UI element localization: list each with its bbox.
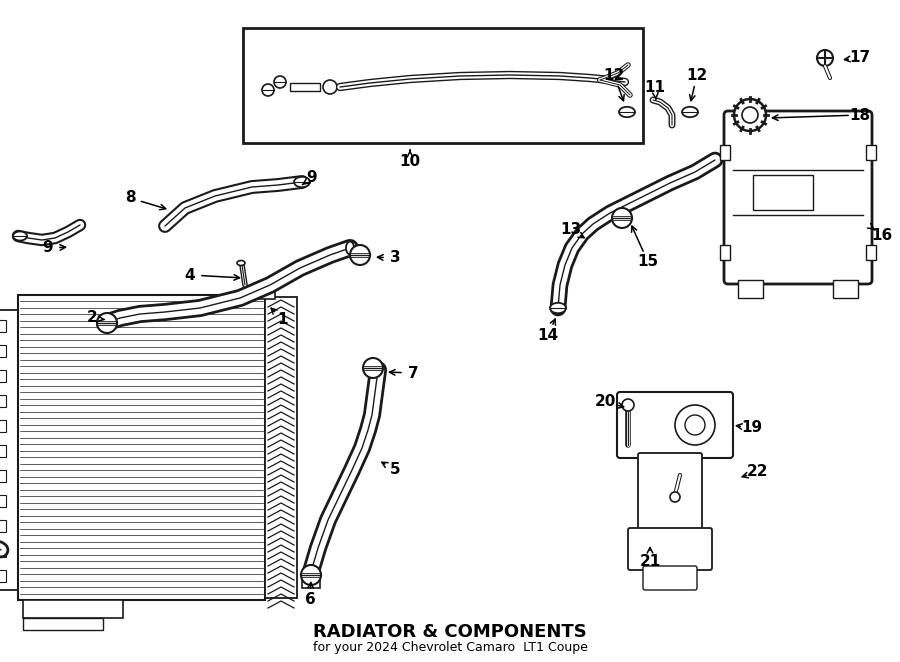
Bar <box>0 310 18 590</box>
Text: for your 2024 Chevrolet Camaro  LT1 Coupe: for your 2024 Chevrolet Camaro LT1 Coupe <box>312 641 588 655</box>
Circle shape <box>685 415 705 435</box>
Text: 9: 9 <box>307 171 318 185</box>
Text: RADIATOR & COMPONENTS: RADIATOR & COMPONENTS <box>313 623 587 641</box>
Bar <box>243 28 643 143</box>
Ellipse shape <box>13 232 27 240</box>
Text: 21: 21 <box>639 555 661 569</box>
Circle shape <box>622 399 634 411</box>
Circle shape <box>675 405 715 445</box>
Circle shape <box>323 80 337 94</box>
Text: 16: 16 <box>871 228 893 242</box>
Text: 4: 4 <box>184 267 195 283</box>
Text: 3: 3 <box>390 250 400 265</box>
Bar <box>753 175 813 210</box>
Ellipse shape <box>294 177 310 187</box>
Text: 15: 15 <box>637 254 659 269</box>
Circle shape <box>262 84 274 96</box>
Text: 13: 13 <box>561 222 581 238</box>
Bar <box>0 395 6 407</box>
Text: 14: 14 <box>537 328 559 342</box>
Text: 22: 22 <box>747 465 769 479</box>
Bar <box>0 520 6 532</box>
Bar <box>0 495 6 507</box>
FancyBboxPatch shape <box>628 528 712 570</box>
Bar <box>720 145 730 160</box>
Ellipse shape <box>550 303 566 313</box>
Text: 10: 10 <box>400 154 420 169</box>
Bar <box>265 297 297 598</box>
Bar <box>0 545 6 557</box>
Circle shape <box>301 565 321 585</box>
Bar <box>0 320 6 332</box>
Bar <box>23 618 103 630</box>
Bar <box>255 287 275 299</box>
Bar <box>18 295 265 600</box>
Text: 7: 7 <box>408 365 418 381</box>
Circle shape <box>363 358 383 378</box>
Bar <box>290 83 320 91</box>
Text: 5: 5 <box>390 463 400 477</box>
Circle shape <box>817 50 833 66</box>
Text: 12: 12 <box>603 68 625 83</box>
Circle shape <box>350 245 370 265</box>
Text: 18: 18 <box>850 107 870 122</box>
Ellipse shape <box>619 107 635 117</box>
Text: 19: 19 <box>742 420 762 436</box>
Text: 20: 20 <box>594 395 616 410</box>
Circle shape <box>97 313 117 333</box>
Circle shape <box>742 107 758 123</box>
FancyBboxPatch shape <box>643 566 697 590</box>
FancyBboxPatch shape <box>724 111 872 284</box>
Circle shape <box>734 99 766 131</box>
Bar <box>833 280 858 298</box>
Text: 6: 6 <box>304 592 315 608</box>
Bar <box>302 578 320 588</box>
Circle shape <box>612 208 632 228</box>
Bar <box>0 445 6 457</box>
Circle shape <box>274 76 286 88</box>
FancyBboxPatch shape <box>617 392 733 458</box>
Text: 12: 12 <box>687 68 707 83</box>
Bar <box>0 345 6 357</box>
Text: 1: 1 <box>278 312 288 328</box>
Bar <box>720 245 730 260</box>
Circle shape <box>670 492 680 502</box>
Bar <box>0 420 6 432</box>
Bar <box>866 245 876 260</box>
Bar <box>0 570 6 582</box>
Bar <box>866 145 876 160</box>
Text: 9: 9 <box>42 240 53 256</box>
Ellipse shape <box>237 261 245 265</box>
Ellipse shape <box>346 242 354 254</box>
FancyBboxPatch shape <box>638 453 702 532</box>
Text: 11: 11 <box>644 81 665 95</box>
Bar <box>0 370 6 382</box>
Text: 2: 2 <box>86 310 97 326</box>
Text: 8: 8 <box>125 191 135 205</box>
Ellipse shape <box>682 107 698 117</box>
Bar <box>0 470 6 482</box>
Bar <box>23 600 123 618</box>
Text: 17: 17 <box>850 50 870 66</box>
Bar <box>738 280 763 298</box>
